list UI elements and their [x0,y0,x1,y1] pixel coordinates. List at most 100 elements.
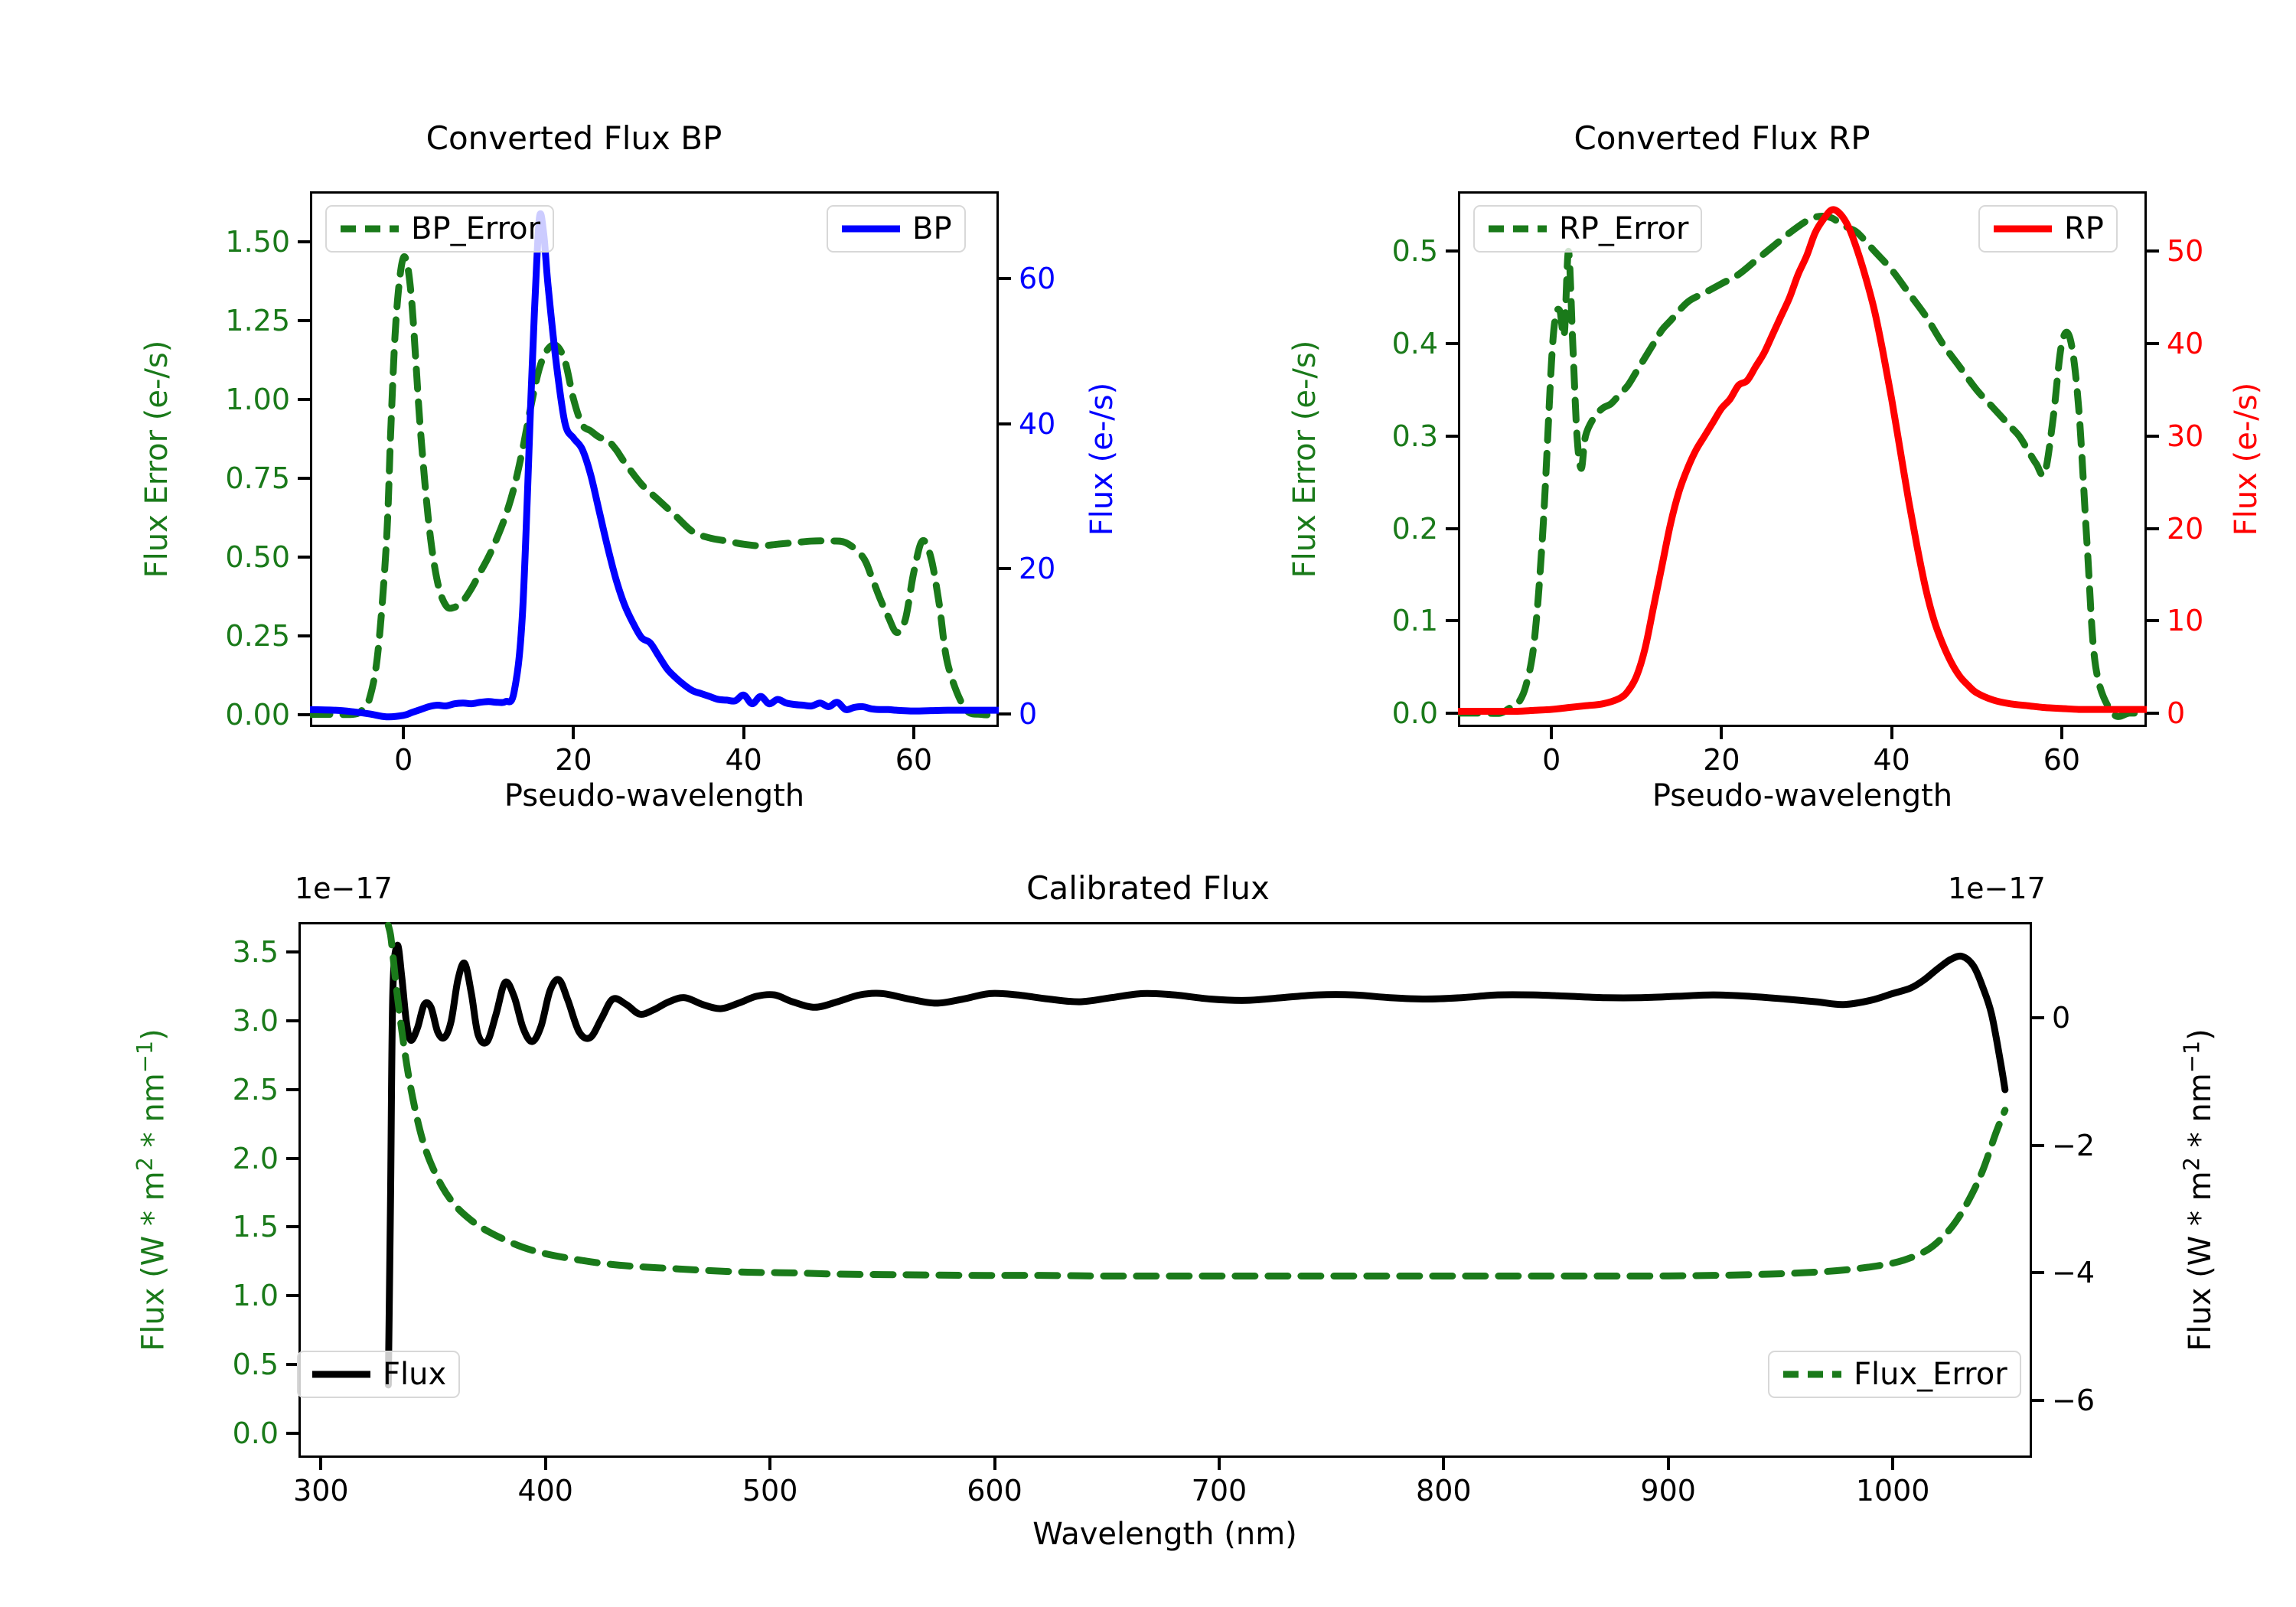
dashed-line-swatch-icon [1489,225,1547,233]
x-tick-label: 40 [725,743,762,777]
y-right-tick-label: 0 [2167,696,2186,730]
x-tick-label: 700 [1191,1474,1247,1508]
bp-legend-flux-label: BP [912,211,952,246]
y-left-tick-label: 1.0 [232,1279,279,1313]
axis-tick-mark [286,1156,298,1160]
y-right-tick-label: 10 [2167,604,2204,638]
axis-tick-mark [1446,711,1458,715]
rp-xlabel: Pseudo-wavelength [1652,778,1953,813]
bp-legend-error[interactable]: BP_Error [325,205,555,253]
axis-tick-mark [1217,1458,1221,1470]
axis-tick-mark [298,397,310,401]
rp-legend-flux[interactable]: RP [1978,205,2118,253]
y-left-tick-label: 0.75 [225,461,290,495]
axis-tick-mark [999,422,1011,425]
cal-right-offset-exponent: 1e−17 [1948,872,2046,905]
x-tick-label: 400 [517,1474,573,1508]
axis-tick-mark [912,727,915,739]
axis-tick-mark [2147,342,2159,346]
axis-tick-mark [2147,434,2159,438]
y-left-tick-label: 1.00 [225,382,290,416]
x-tick-label: 900 [1640,1474,1696,1508]
axis-tick-mark [2060,727,2063,739]
cal-axes-frame [298,922,2032,1458]
panel-calibrated-flux: Calibrated Flux 300 400 500 600 700 800 900 100… [0,811,2296,1607]
rp-ylabel-left: Flux Error (e-/s) [1287,340,1322,579]
y-left-tick-label: 2.5 [232,1072,279,1107]
axis-tick-mark [2147,526,2159,530]
dashed-line-swatch-icon [1783,1371,1841,1378]
panel-converted-flux-rp: Converted Flux RP 0 20 40 60 0.0 0.1 0.2 0.3 0.4… [1148,0,2296,813]
series-flux [384,941,2009,1389]
y-right-tick-label: 20 [1019,552,1056,586]
axis-tick-mark [286,1294,298,1298]
bp-xlabel: Pseudo-wavelength [504,778,805,813]
y-left-tick-label: 0.3 [1391,419,1438,453]
series-bp-error [310,253,999,719]
axis-tick-mark [298,555,310,559]
y-left-tick-label: 0.50 [225,539,290,574]
solid-line-swatch-icon [312,1371,370,1378]
axis-tick-mark [298,712,310,716]
x-tick-label: 20 [555,743,592,777]
y-left-tick-label: 0.0 [1391,696,1438,730]
axis-tick-mark [1446,526,1458,530]
axis-tick-mark [1446,249,1458,253]
y-right-tick-label: 40 [1019,406,1056,441]
bp-legend-flux[interactable]: BP [827,205,966,253]
rp-legend-error[interactable]: RP_Error [1473,205,1703,253]
y-left-tick-label: 3.5 [232,935,279,970]
dashed-line-swatch-icon [341,225,399,233]
cal-legend-flux-error[interactable]: Flux_Error [1768,1351,2021,1398]
axis-tick-mark [286,950,298,954]
axis-tick-mark [543,1458,547,1470]
axis-tick-mark [1550,727,1554,739]
axis-tick-mark [1446,434,1458,438]
rp-data-svg [1458,206,2147,720]
cal-legend-flux[interactable]: Flux [297,1351,461,1398]
axis-tick-mark [298,240,310,243]
y-right-tick-label: 30 [2167,419,2204,453]
x-tick-label: 1000 [1855,1474,1930,1508]
axis-tick-mark [1666,1458,1670,1470]
axis-tick-mark [1446,619,1458,623]
axis-tick-mark [1720,727,1724,739]
rp-ylabel-right: Flux (e-/s) [2229,382,2264,536]
x-tick-label: 40 [1873,743,1910,777]
axis-tick-mark [286,1087,298,1091]
axis-tick-mark [286,1225,298,1229]
y-left-tick-label: 0.2 [1391,511,1438,546]
axis-tick-mark [2147,711,2159,715]
bp-ylabel-right: Flux (e-/s) [1084,382,1120,536]
axis-tick-mark [286,1362,298,1366]
y-right-tick-label: −4 [2052,1256,2095,1290]
solid-line-swatch-icon [1994,225,2052,233]
y-right-tick-label: 50 [2167,234,2204,269]
cal-plot-title: Calibrated Flux [1026,869,1270,907]
y-left-tick-label: 0.00 [225,697,290,732]
rp-legend-error-label: RP_Error [1559,211,1689,246]
cal-legend-flux-error-label: Flux_Error [1854,1357,2007,1392]
bp-ylabel-left: Flux Error (e-/s) [139,340,174,579]
y-left-tick-label: 1.25 [225,303,290,337]
cal-xlabel: Wavelength (nm) [1032,1517,1297,1552]
axis-tick-mark [2032,1143,2044,1147]
y-right-tick-label: −2 [2052,1128,2095,1162]
axis-tick-mark [768,1458,772,1470]
y-right-tick-label: 20 [2167,511,2204,546]
y-left-tick-label: 2.0 [232,1141,279,1175]
axis-tick-mark [2032,1016,2044,1019]
axis-tick-mark [2147,619,2159,623]
x-tick-label: 60 [895,743,933,777]
y-right-tick-label: 60 [1019,261,1056,295]
y-right-tick-label: 0 [2052,1001,2071,1035]
y-left-tick-label: 1.50 [225,224,290,259]
x-tick-label: 20 [1703,743,1740,777]
bp-axes-frame [310,191,999,727]
axis-tick-mark [993,1458,996,1470]
cal-legend-flux-label: Flux [383,1357,447,1392]
y-left-tick-label: 0.5 [1391,234,1438,269]
axis-tick-mark [999,712,1011,715]
x-tick-label: 500 [742,1474,798,1508]
